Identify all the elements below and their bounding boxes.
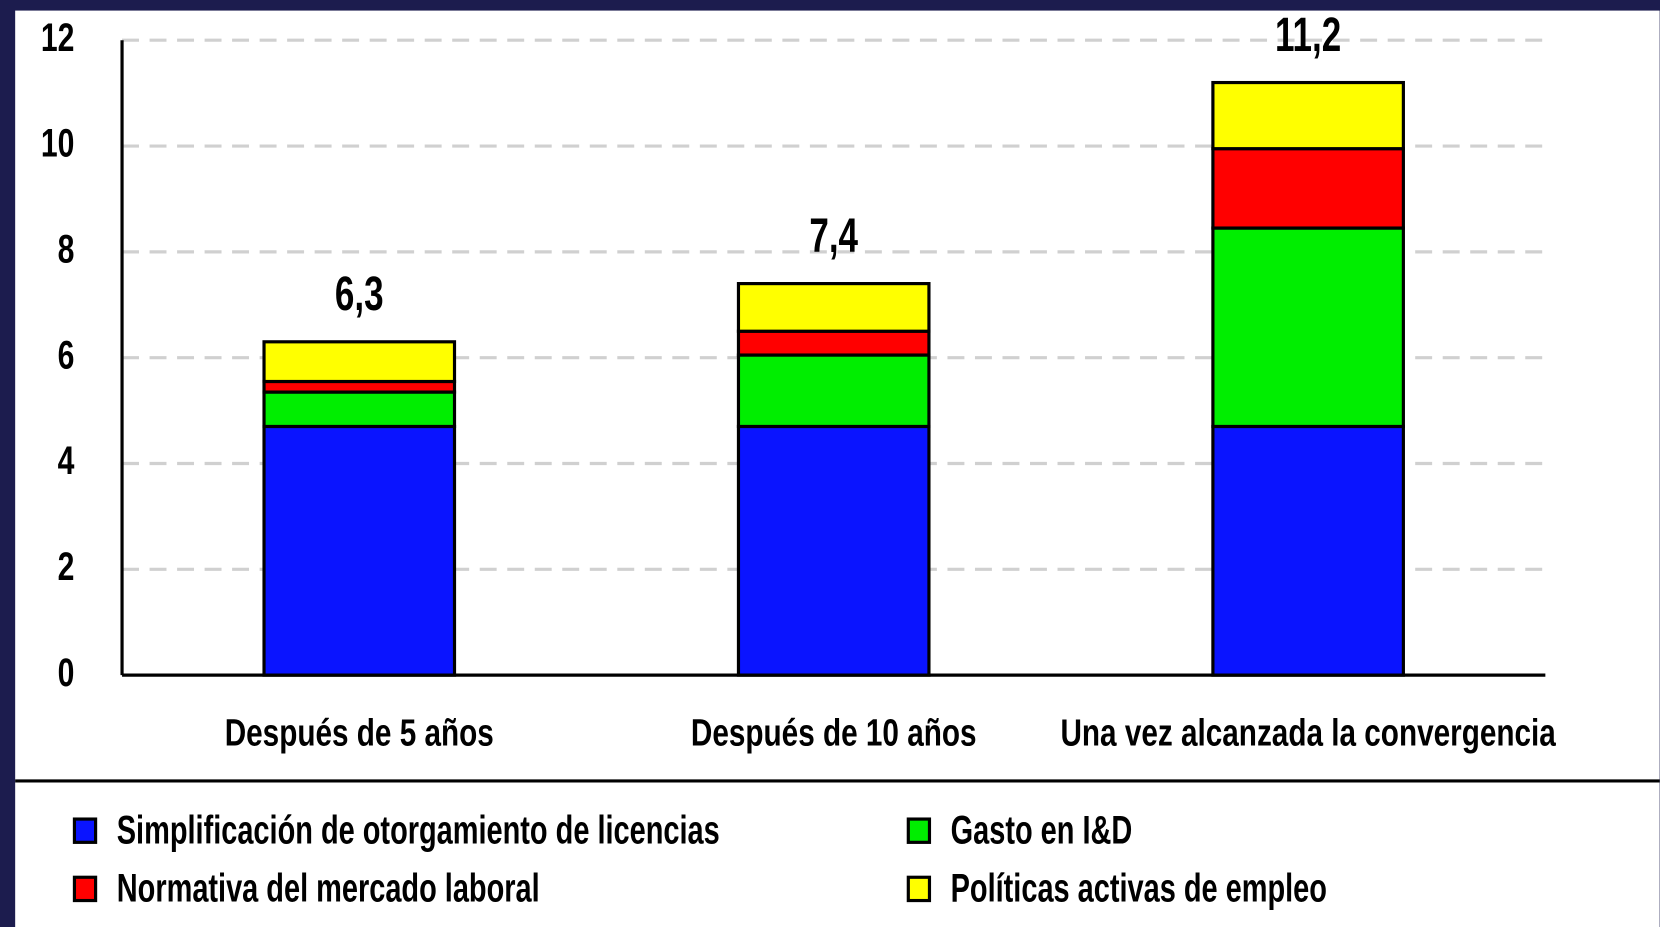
total-label: 7,4 (809, 208, 858, 262)
bar-segment (1211, 424, 1405, 677)
y-tick-label: 0 (58, 650, 75, 695)
bar-segment (736, 329, 931, 357)
legend-label: Normativa del mercado laboral (117, 866, 540, 911)
legend-swatch (72, 875, 98, 903)
bar-segment (262, 390, 457, 429)
bar-segment (262, 424, 457, 677)
legend-swatch (72, 817, 98, 844)
total-label: 6,3 (335, 267, 384, 321)
legend-label: Gasto en I&D (951, 808, 1133, 853)
legend-swatch (906, 875, 932, 903)
bar-segment (1211, 147, 1405, 230)
y-tick-label: 10 (41, 120, 75, 165)
legend-label: Simplificación de otorgamiento de licenc… (117, 808, 720, 853)
x-tick-label: Después de 5 años (225, 712, 494, 754)
y-tick-label: 8 (58, 226, 75, 271)
x-tick-label: Una vez alcanzada la convergencia (1060, 712, 1556, 754)
bar-segment (1211, 226, 1405, 429)
total-label: 11,2 (1275, 7, 1341, 61)
legend-swatch (906, 817, 932, 844)
y-tick-label: 4 (58, 438, 75, 483)
bar-segment (736, 353, 931, 429)
bar-segment (262, 340, 457, 384)
legend-label: Políticas activas de empleo (951, 866, 1327, 911)
y-tick-label: 2 (58, 544, 75, 589)
bar-segment (736, 282, 931, 333)
y-tick-label: 12 (41, 15, 75, 60)
bar-segment (736, 424, 931, 677)
bar-segment (1211, 80, 1405, 151)
x-tick-label: Después de 10 años (691, 712, 977, 754)
y-tick-label: 6 (58, 332, 75, 377)
